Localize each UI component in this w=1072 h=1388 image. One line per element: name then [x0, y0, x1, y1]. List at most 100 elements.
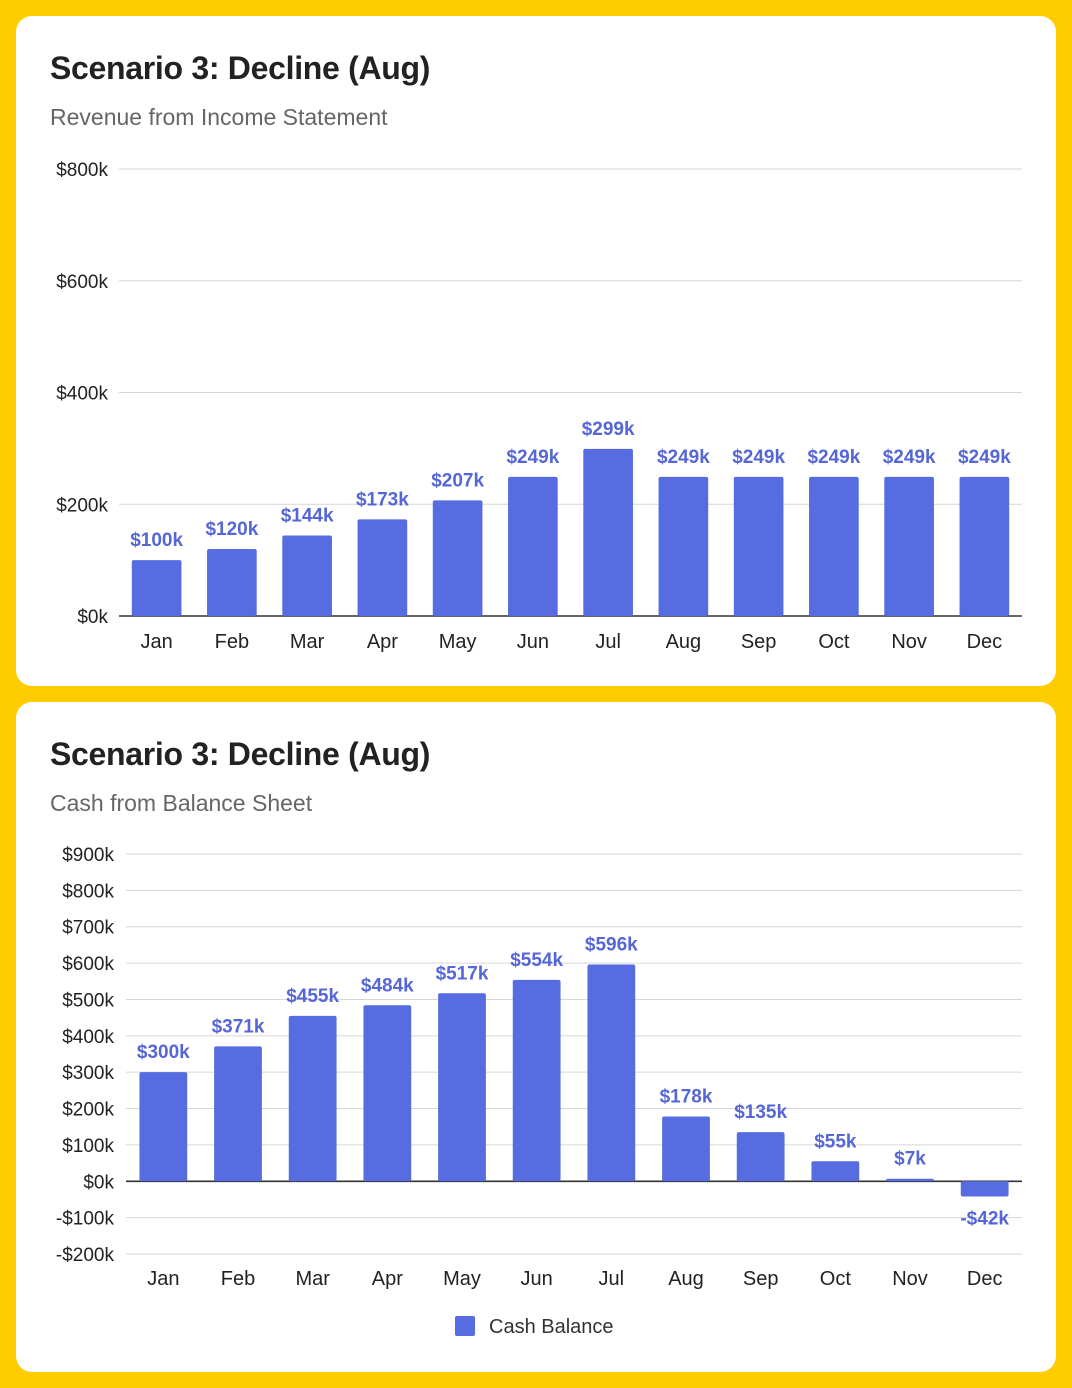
x-tick-label: Jan	[147, 1268, 179, 1290]
bar-may	[438, 993, 486, 1182]
data-label: $249k	[958, 447, 1011, 468]
data-label: $299k	[582, 419, 635, 440]
y-tick-label: $300k	[62, 1063, 114, 1084]
data-label: $596k	[585, 935, 638, 956]
bar-apr	[357, 519, 408, 616]
bar-feb	[207, 548, 257, 616]
data-label: $484k	[361, 975, 414, 996]
bar-apr	[363, 1005, 412, 1182]
data-label: $249k	[732, 447, 785, 468]
y-tick-label: $100k	[62, 1136, 114, 1157]
bar-sep	[736, 1132, 785, 1182]
chart-subtitle: Revenue from Income Statement	[50, 104, 388, 130]
y-tick-label: $900k	[62, 845, 114, 866]
x-tick-label: Mar	[295, 1268, 330, 1290]
x-tick-label: Dec	[967, 631, 1003, 653]
chart-title: Scenario 3: Decline (Aug)	[50, 736, 431, 772]
x-tick-label: Aug	[666, 631, 702, 653]
data-label: $249k	[506, 447, 559, 468]
chart-subtitle: Cash from Balance Sheet	[50, 790, 313, 816]
x-tick-label: Jul	[595, 631, 621, 653]
x-tick-label: Dec	[967, 1268, 1003, 1290]
x-tick-label: Aug	[668, 1268, 704, 1290]
y-tick-label: -$100k	[56, 1209, 115, 1230]
bar-mar	[282, 535, 332, 616]
bar-oct	[809, 476, 859, 616]
x-tick-label: Nov	[892, 1268, 928, 1290]
x-tick-label: Nov	[891, 631, 927, 653]
y-tick-label: $600k	[56, 272, 108, 293]
legend: Cash Balance	[455, 1316, 614, 1338]
legend-swatch	[455, 1316, 475, 1336]
x-tick-label: Apr	[372, 1268, 403, 1290]
data-label: $249k	[657, 447, 710, 468]
bar-may	[432, 500, 483, 616]
bar-oct	[811, 1161, 860, 1182]
cash-chart-card: Scenario 3: Decline (Aug) Cash from Bala…	[16, 702, 1056, 1372]
x-tick-label: Apr	[367, 631, 398, 653]
y-tick-label: $600k	[62, 954, 114, 975]
data-label: $517k	[436, 963, 489, 984]
bar-dec	[959, 476, 1010, 616]
legend-label: Cash Balance	[489, 1316, 614, 1338]
bar-nov	[884, 476, 934, 616]
bar-jun	[508, 476, 558, 616]
bar-jun	[512, 979, 561, 1182]
data-label: $249k	[807, 447, 860, 468]
x-tick-label: Oct	[820, 1268, 852, 1290]
data-label: $173k	[356, 489, 409, 510]
x-tick-label: Jun	[517, 631, 549, 653]
data-label: $144k	[281, 506, 334, 527]
bar-aug	[658, 476, 709, 616]
data-label: $178k	[660, 1087, 713, 1108]
x-tick-label: Feb	[215, 631, 249, 653]
x-tick-label: Jan	[141, 631, 173, 653]
revenue-chart-card: Scenario 3: Decline (Aug) Revenue from I…	[16, 16, 1056, 686]
data-label: $249k	[883, 447, 936, 468]
data-label: $55k	[814, 1131, 857, 1152]
data-label: $455k	[286, 986, 339, 1007]
x-tick-label: May	[439, 631, 477, 653]
y-tick-label: $200k	[62, 1100, 114, 1121]
data-label: -$42k	[960, 1209, 1009, 1230]
x-tick-label: Jun	[521, 1268, 553, 1290]
y-tick-label: $200k	[56, 495, 108, 516]
data-label: $120k	[205, 519, 258, 540]
y-tick-label: $800k	[62, 881, 114, 902]
bar-jul	[587, 964, 636, 1182]
y-tick-label: $400k	[62, 1027, 114, 1048]
x-tick-label: Sep	[741, 631, 777, 653]
bar-jan	[131, 560, 182, 616]
data-label: $7k	[894, 1149, 926, 1170]
chart-title: Scenario 3: Decline (Aug)	[50, 50, 431, 86]
y-tick-label: $400k	[56, 384, 108, 405]
y-tick-label: $0k	[83, 1172, 114, 1193]
x-tick-label: Jul	[599, 1268, 625, 1290]
y-tick-label: $800k	[56, 160, 108, 181]
data-label: $100k	[130, 530, 183, 551]
bar-sep	[733, 476, 784, 616]
bar-jan	[139, 1072, 188, 1182]
x-tick-label: Oct	[818, 631, 850, 653]
data-label: $300k	[137, 1042, 190, 1063]
data-label: $207k	[431, 470, 484, 491]
x-tick-label: Mar	[290, 631, 325, 653]
y-tick-label: -$200k	[56, 1245, 115, 1266]
data-label: $371k	[212, 1016, 265, 1037]
revenue-bar-chart: $0k $200k $400k $600k $800k $100k Jan $120k Feb $…	[56, 160, 1022, 653]
bar-feb	[214, 1046, 262, 1182]
bar-jul	[583, 448, 633, 616]
x-tick-label: Feb	[221, 1268, 255, 1290]
y-tick-label: $0k	[77, 607, 108, 628]
y-tick-label: $700k	[62, 918, 114, 939]
bar-mar	[288, 1015, 337, 1182]
x-tick-label: Sep	[743, 1268, 779, 1290]
bar-dec	[960, 1181, 1009, 1197]
data-label: $135k	[734, 1102, 787, 1123]
data-label: $554k	[510, 950, 563, 971]
cash-bar-chart: -$200k -$100k $0k $100k $200k $300k $400k $500k…	[56, 845, 1022, 1338]
bar-nov	[886, 1178, 934, 1182]
y-tick-label: $500k	[62, 990, 114, 1011]
bar-aug	[662, 1116, 710, 1182]
x-tick-label: May	[443, 1268, 481, 1290]
